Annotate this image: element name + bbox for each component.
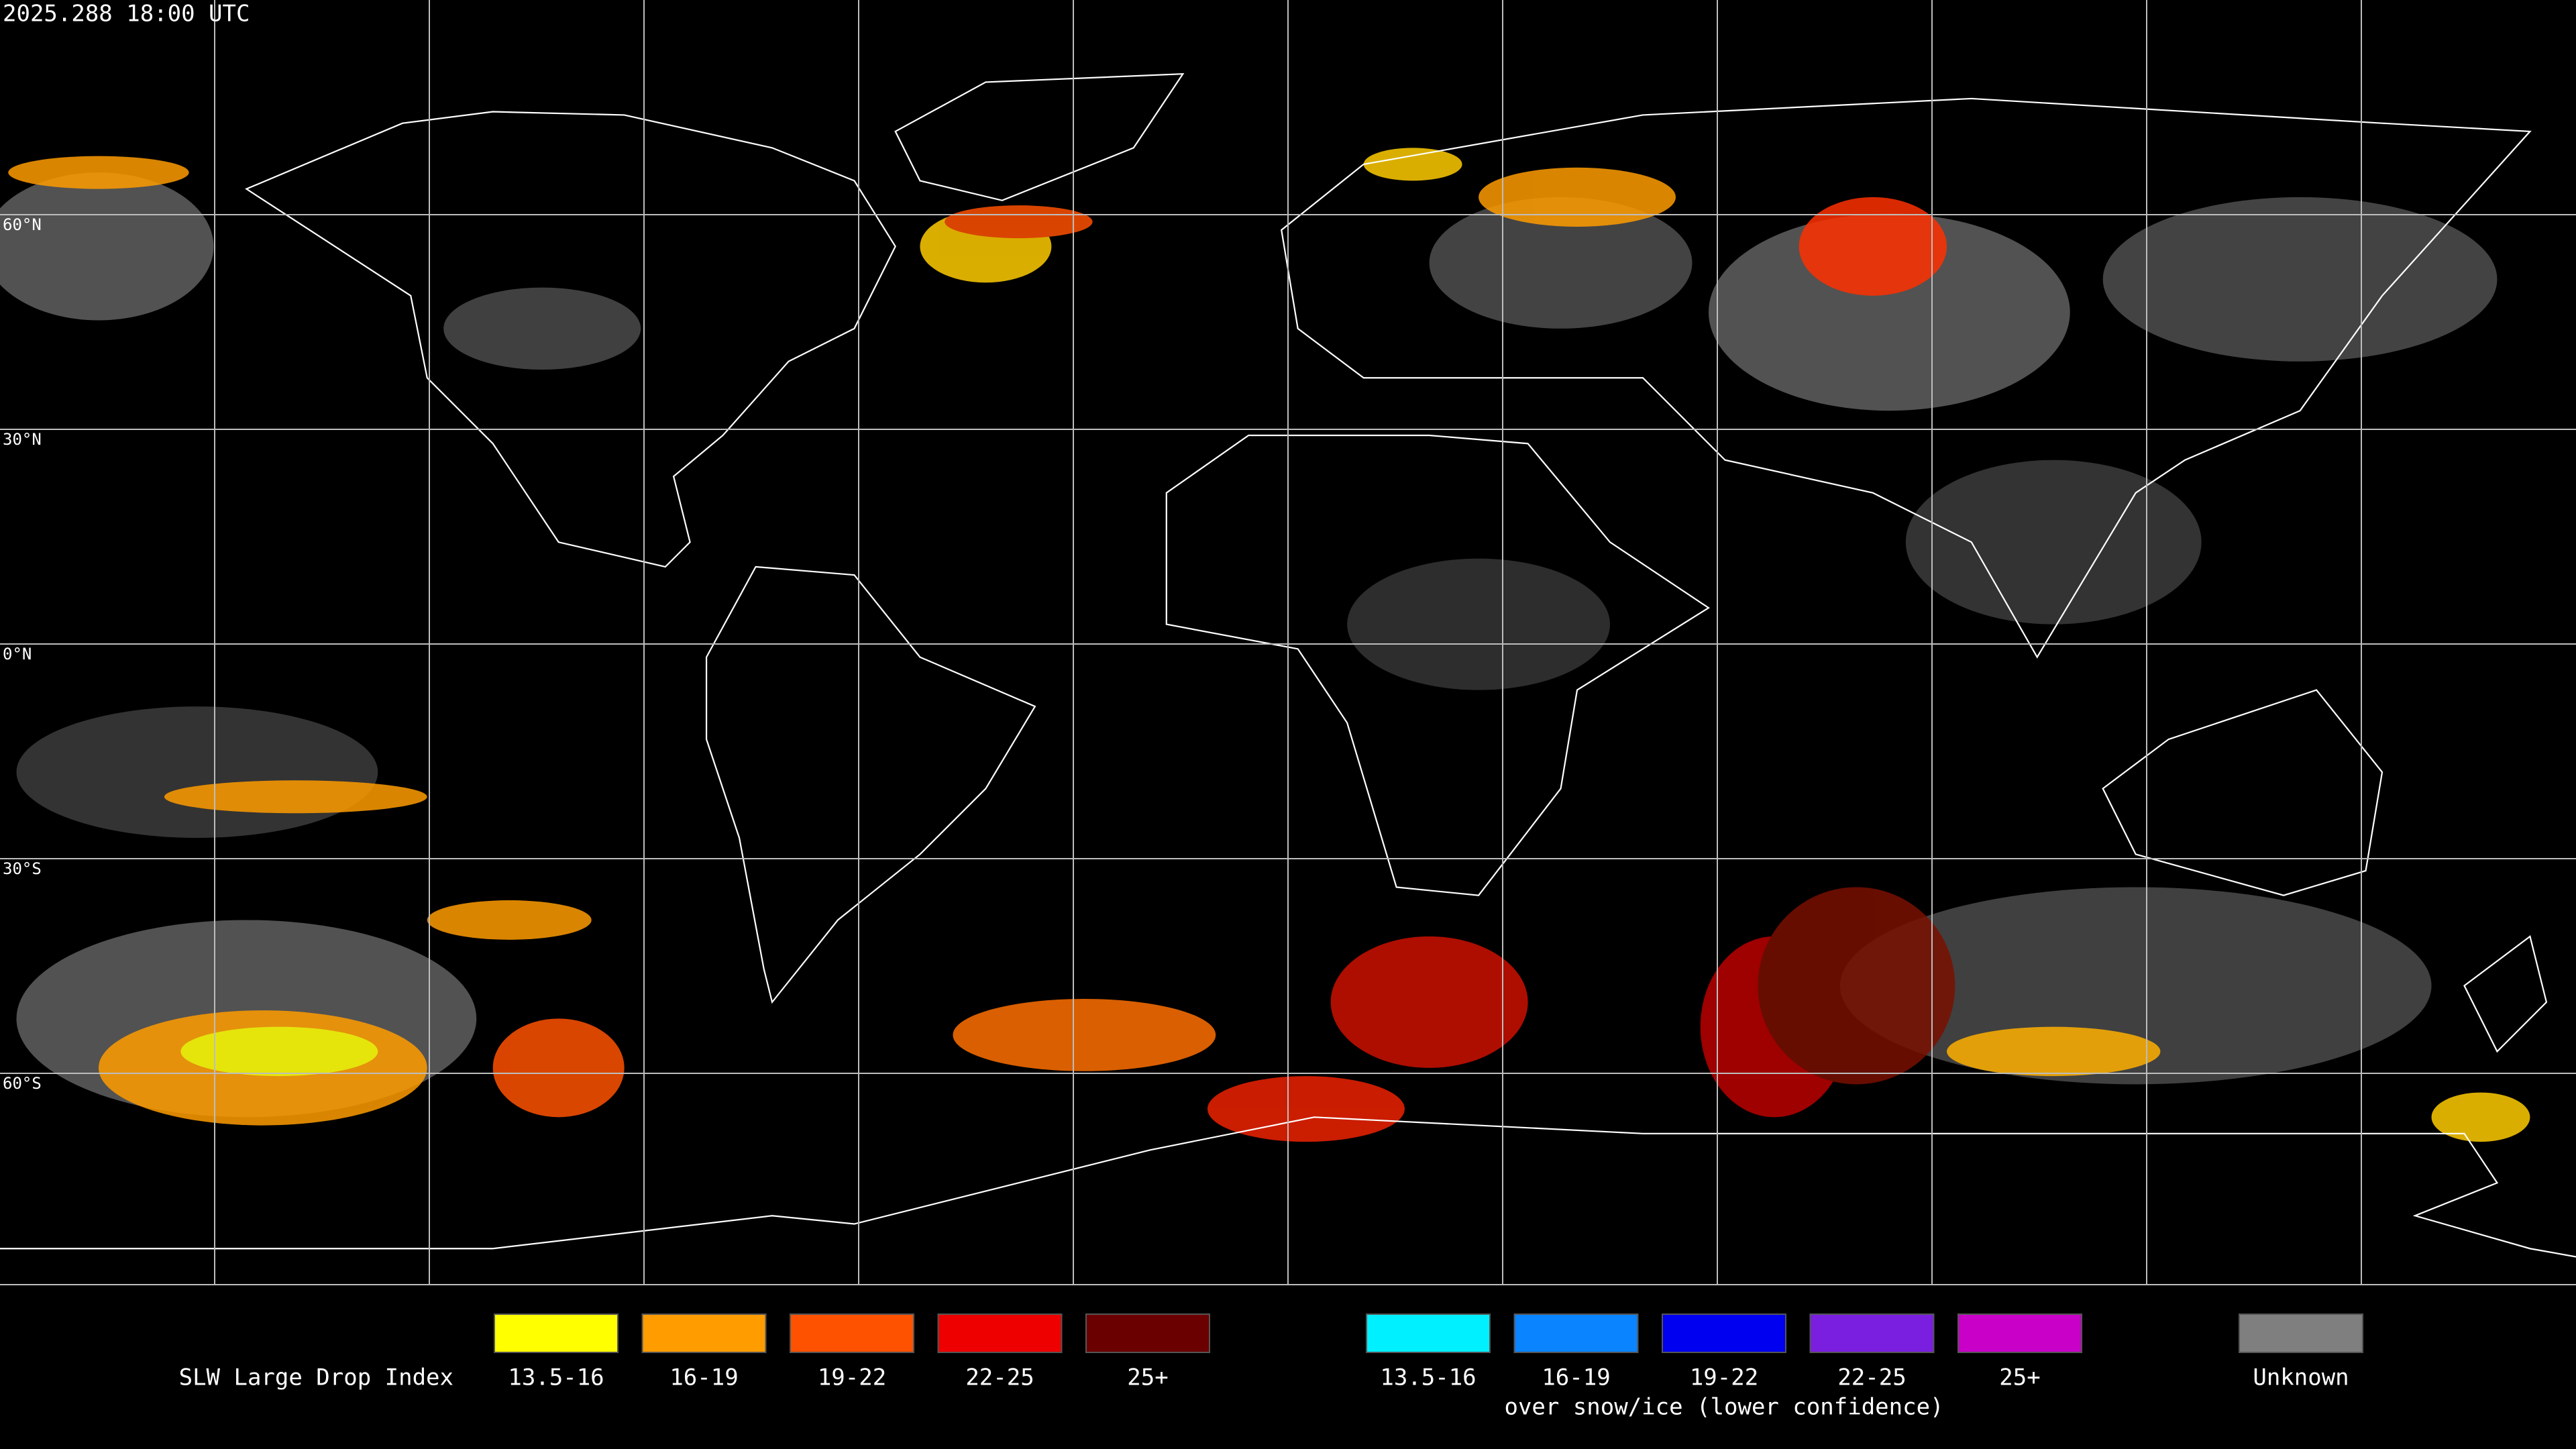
legend-swatch	[494, 1313, 619, 1353]
legend-swatch	[1662, 1313, 1786, 1353]
legend-swatch	[641, 1313, 767, 1353]
legend-title: SLW Large Drop Index	[179, 1364, 453, 1391]
legend-swatch	[1809, 1313, 1935, 1353]
legend-label: 16-19	[669, 1364, 738, 1391]
legend-label: Unknown	[2253, 1364, 2349, 1391]
legend-label: 19-22	[818, 1364, 886, 1391]
lat-label: 30°S	[3, 859, 42, 878]
map-layer	[0, 74, 2576, 1256]
legend-swatch	[1085, 1313, 1210, 1353]
timestamp: 2025.288 18:00 UTC	[3, 1, 250, 28]
lat-label: 0°N	[3, 645, 32, 663]
legend-label: 13.5-16	[1380, 1364, 1476, 1391]
legend-label: 19-22	[1690, 1364, 1758, 1391]
legend-label: 13.5-16	[508, 1364, 604, 1391]
lat-label: 30°N	[3, 430, 42, 449]
index-field	[8, 148, 2530, 1142]
legend-label: 16-19	[1542, 1364, 1610, 1391]
legend-swatch	[1366, 1313, 1491, 1353]
graticule	[0, 0, 2576, 1285]
legend-swatch	[1957, 1313, 2082, 1353]
legend-swatch	[2239, 1313, 2363, 1353]
lat-label: 60°S	[3, 1074, 42, 1093]
legend-label: 25+	[1999, 1364, 2040, 1391]
legend-swatch	[1513, 1313, 1639, 1353]
legend-label: 22-25	[1837, 1364, 1906, 1391]
legend-label: 22-25	[965, 1364, 1034, 1391]
coastlines	[0, 74, 2576, 1256]
legend-swatch	[937, 1313, 1063, 1353]
lat-label: 60°N	[3, 215, 42, 234]
legend-subtitle: over snow/ice (lower confidence)	[1504, 1394, 1943, 1421]
legend-label: 25+	[1127, 1364, 1168, 1391]
legend-swatch	[790, 1313, 914, 1353]
